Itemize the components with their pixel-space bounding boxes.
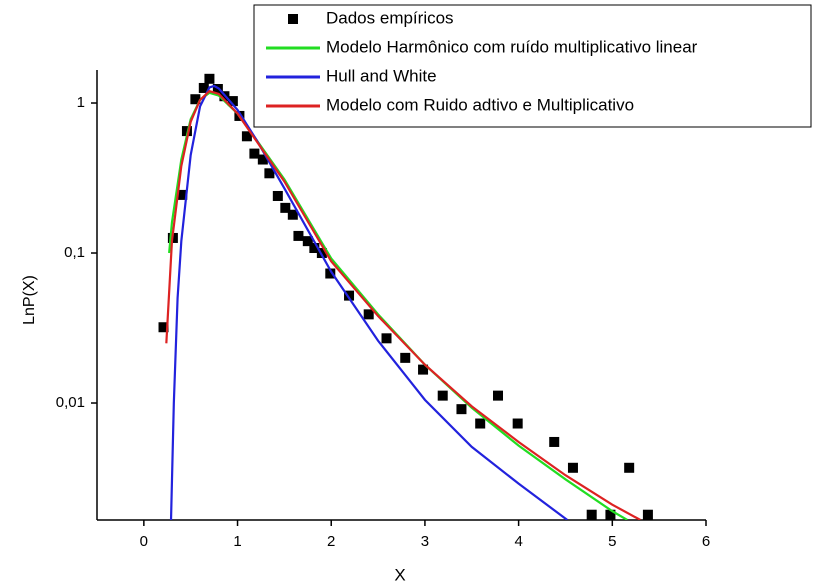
data-point bbox=[325, 268, 336, 279]
data-point bbox=[586, 509, 597, 520]
data-point bbox=[400, 352, 411, 363]
x-tick-label: 4 bbox=[514, 533, 522, 550]
y-axis-label: LnP(X) bbox=[21, 275, 38, 325]
legend-label: Dados empíricos bbox=[326, 8, 454, 27]
data-point bbox=[241, 131, 252, 142]
data-point bbox=[475, 418, 486, 429]
data-point bbox=[190, 94, 201, 105]
data-point bbox=[204, 73, 215, 84]
data-point bbox=[493, 390, 504, 401]
data-point bbox=[302, 236, 313, 247]
data-point bbox=[309, 243, 320, 254]
legend-label: Modelo com Ruido adtivo e Multiplicativo bbox=[326, 95, 634, 114]
data-point bbox=[249, 148, 260, 159]
x-tick-label: 0 bbox=[140, 533, 148, 550]
legend-marker bbox=[288, 14, 298, 24]
x-axis-label: X bbox=[394, 565, 405, 584]
data-point bbox=[456, 404, 467, 415]
data-point bbox=[567, 462, 578, 473]
x-tick-label: 5 bbox=[608, 533, 616, 550]
data-point bbox=[418, 364, 429, 375]
data-point bbox=[512, 418, 523, 429]
data-point bbox=[227, 96, 238, 107]
x-tick-label: 6 bbox=[702, 533, 710, 550]
data-point bbox=[381, 333, 392, 344]
data-point bbox=[437, 390, 448, 401]
x-tick-label: 3 bbox=[421, 533, 429, 550]
data-point bbox=[605, 509, 616, 520]
y-tick-label: 1 bbox=[77, 94, 85, 111]
data-point bbox=[264, 168, 275, 179]
series-line bbox=[165, 89, 641, 520]
legend-label: Hull and White bbox=[326, 66, 437, 85]
data-point bbox=[257, 154, 268, 165]
data-point bbox=[344, 290, 355, 301]
x-tick-label: 2 bbox=[327, 533, 335, 550]
data-point bbox=[287, 209, 298, 220]
legend-box bbox=[253, 4, 812, 128]
plot-area bbox=[158, 73, 653, 520]
data-point bbox=[280, 202, 291, 213]
data-point bbox=[198, 82, 209, 93]
y-tick-label: 0,01 bbox=[56, 394, 85, 411]
data-point bbox=[624, 462, 635, 473]
data-point bbox=[293, 230, 304, 241]
series-line bbox=[168, 91, 628, 520]
data-point bbox=[549, 436, 560, 447]
x-tick-label: 1 bbox=[233, 533, 241, 550]
data-point bbox=[158, 322, 169, 333]
data-point bbox=[642, 509, 653, 520]
data-point bbox=[363, 309, 374, 320]
legend-label: Modelo Harmônico com ruído multiplicativ… bbox=[326, 37, 698, 56]
y-tick-label: 0,1 bbox=[64, 244, 85, 261]
series-line bbox=[169, 84, 568, 520]
data-point bbox=[177, 189, 188, 200]
data-point bbox=[272, 190, 283, 201]
